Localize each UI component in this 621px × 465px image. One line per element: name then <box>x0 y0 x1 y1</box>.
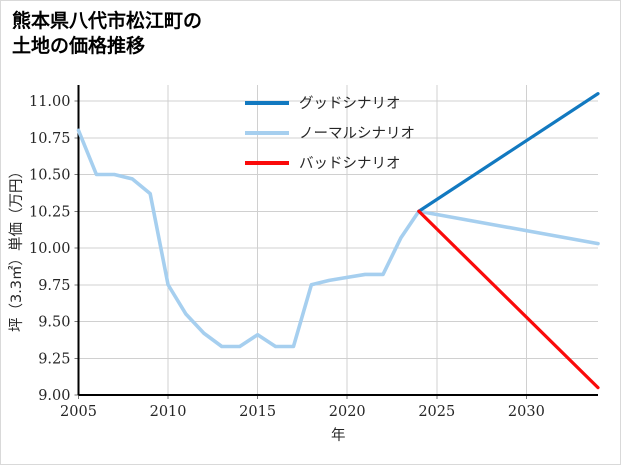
y-axis-tick-labels: 9.00 9.25 9.50 9.75 10.00 10.25 10.50 10.75 11.0… <box>29 94 71 404</box>
axis-titles: 年 坪（3.3㎡）単価（万円） <box>8 164 346 444</box>
series-line-normal <box>76 128 600 349</box>
y-axis-title: 坪（3.3㎡）単価（万円） <box>8 164 25 332</box>
x-axis-tick-label: 2015 <box>239 404 276 420</box>
series-line-bad <box>417 209 600 390</box>
y-axis-tick-label: 9.00 <box>38 388 70 404</box>
y-axis-tick-label: 10.25 <box>29 204 71 220</box>
legend-label-good: グッドシナリオ <box>299 95 401 112</box>
y-axis-tick-label: 9.50 <box>38 315 70 331</box>
y-axis-tick-label: 10.75 <box>29 131 71 147</box>
x-axis-tick-label: 2030 <box>508 404 545 420</box>
page-title: 熊本県八代市松江町の 土地の価格推移 <box>12 11 203 58</box>
legend-label-bad: バッドシナリオ <box>299 156 401 172</box>
x-axis-tick-labels: 2005 2010 2015 2020 2025 2030 <box>60 404 545 420</box>
y-axis-tick-label: 10.00 <box>29 241 71 257</box>
y-axis-tick-label: 10.50 <box>29 168 71 184</box>
x-axis-tick-label: 2005 <box>60 404 97 420</box>
series-line-good <box>417 92 600 213</box>
y-axis-tick-label: 9.75 <box>38 278 70 294</box>
y-axis-tick-label: 9.25 <box>38 351 70 367</box>
legend-label-normal: ノーマルシナリオ <box>299 126 415 142</box>
axis-spines <box>77 85 598 397</box>
series-layer <box>76 92 600 390</box>
x-axis-tick-label: 2020 <box>329 404 366 420</box>
y-axis-tick-label: 11.00 <box>29 94 71 110</box>
x-axis-tick-label: 2025 <box>418 404 455 420</box>
x-axis-title: 年 <box>331 427 346 444</box>
x-axis-tick-label: 2010 <box>150 404 187 420</box>
